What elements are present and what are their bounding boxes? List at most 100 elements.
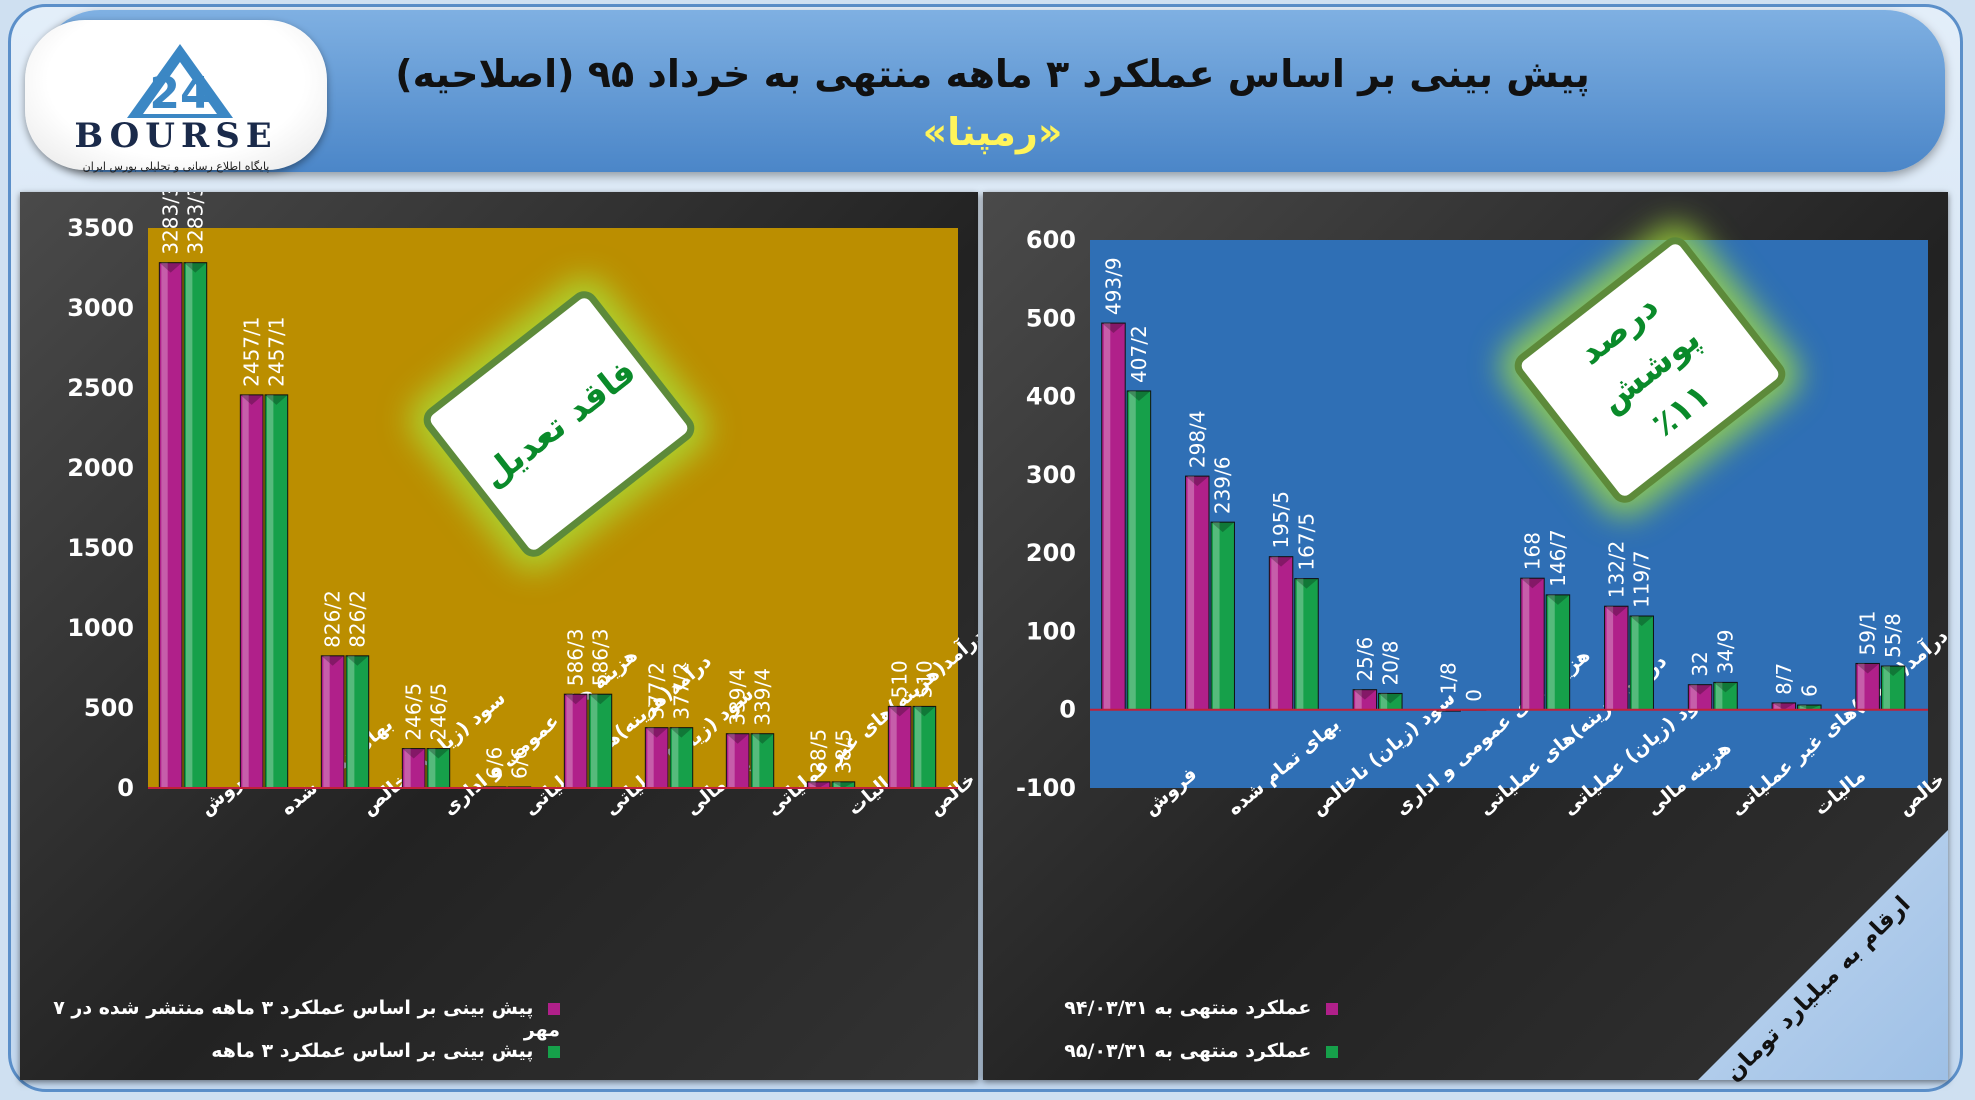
bar-series2-9 <box>912 705 937 789</box>
logo-wordmark: BOURSE <box>74 116 278 156</box>
left-legend-item-2: پیش بینی بر اساس عملکرد ۳ ماهه <box>211 1040 560 1062</box>
bar-series2-1 <box>264 394 289 789</box>
company-name: «رمپنا» <box>922 110 1063 154</box>
data-label: 493/9 <box>1101 257 1125 315</box>
bar-series2-1 <box>1210 521 1235 711</box>
data-label: 246/5 <box>426 683 450 741</box>
right-bar-chart: -1000100200300400500600493/9407/2فروش298… <box>1016 226 1975 820</box>
data-label: 3283/3 <box>159 192 183 255</box>
bar-series1-0 <box>158 262 183 789</box>
bar-series1-9 <box>1855 662 1880 711</box>
bar-series2-6 <box>669 727 694 789</box>
data-label: 586/3 <box>564 629 588 687</box>
data-label: 168 <box>1520 532 1544 570</box>
data-label: 59/1 <box>1856 611 1880 656</box>
data-label: 6 <box>1797 684 1821 697</box>
data-label: 2457/1 <box>264 316 288 386</box>
logo-tagline: پایگاه اطلاع رسانی و تحلیلی بورس ایران <box>82 160 270 173</box>
bourse24-logo: 24 BOURSE پایگاه اطلاع رسانی و تحلیلی بو… <box>25 20 327 173</box>
bar-series2-6 <box>1629 615 1654 711</box>
bar-series1-6 <box>644 727 669 789</box>
data-label: 826/2 <box>345 590 369 648</box>
data-label: 38/5 <box>807 729 831 774</box>
y-tick-label: 1500 <box>67 534 134 562</box>
data-label: 132/2 <box>1604 541 1628 599</box>
bar-series1-3 <box>401 748 426 789</box>
data-label: 377/2 <box>669 662 693 720</box>
header-banner: پیش بینی بر اساس عملکرد ۳ ماهه منتهی به … <box>40 10 1945 172</box>
bar-series2-5 <box>588 693 613 789</box>
left-chart-panel: 0 500 1000 1500 2000 2500 3000 3500 3283/3 3283/3… <box>20 184 1016 1080</box>
bar-series2-2 <box>345 655 370 789</box>
data-label: 20/8 <box>1378 641 1402 686</box>
bar-series1-3 <box>1352 689 1378 711</box>
data-label: 34/9 <box>1714 629 1738 674</box>
y-tick-label: 100 <box>1026 617 1076 645</box>
legend-label: پیش بینی بر اساس عملکرد ۳ ماهه منتشر شده… <box>53 997 560 1041</box>
bar-series1-1 <box>239 394 264 789</box>
y-tick-label: 1000 <box>67 614 134 642</box>
bar-series2-3 <box>1378 692 1403 711</box>
legend-swatch-series2 <box>1326 1045 1338 1058</box>
data-label: 407/2 <box>1127 325 1151 383</box>
data-label: 246/5 <box>402 683 426 741</box>
y-tick-label: 2500 <box>67 374 134 402</box>
data-label: -1/8 <box>1437 662 1461 701</box>
data-label: 6/6 <box>483 747 507 779</box>
bar-series1-0 <box>1101 322 1126 711</box>
bar-series1-7 <box>1687 684 1713 711</box>
y-tick-label: 0 <box>1059 696 1076 724</box>
legend-label: پیش بینی بر اساس عملکرد ۳ ماهه <box>211 1040 534 1062</box>
bar-series2-0 <box>1126 390 1152 711</box>
data-label: 3283/3 <box>183 192 207 255</box>
y-tick-label: 200 <box>1026 539 1076 567</box>
data-label: 586/3 <box>588 629 612 687</box>
left-legend-item-1: پیش بینی بر اساس عملکرد ۳ ماهه منتشر شده… <box>20 997 560 1041</box>
y-tick-label: 400 <box>1026 383 1076 411</box>
data-label: 510 <box>912 660 936 698</box>
data-label: 377/2 <box>645 662 669 720</box>
left-bar-chart: 0 500 1000 1500 2000 2500 3000 3500 3283/3 3283/3… <box>67 184 1016 820</box>
bar-series1-8 <box>1771 702 1797 711</box>
bar-series1-5 <box>563 693 588 789</box>
y-tick-label: 600 <box>1026 226 1076 254</box>
y-tick-label: 3000 <box>67 294 134 322</box>
data-label: 8/7 <box>1772 663 1796 695</box>
data-label: 55/8 <box>1881 613 1905 658</box>
bar-series1-6 <box>1604 605 1629 711</box>
data-label: 510 <box>888 660 912 698</box>
bar-series1-2 <box>320 655 345 789</box>
legend-label: عملکرد منتهی به ۹۵/۰۳/۳۱ <box>1064 1040 1312 1062</box>
data-label: 2457/1 <box>240 316 264 386</box>
data-label: 339/4 <box>726 668 750 726</box>
data-label: 167/5 <box>1295 513 1319 571</box>
bar-series1-7 <box>725 733 750 789</box>
data-label: 32 <box>1688 651 1712 676</box>
bar-series1-2 <box>1268 556 1294 711</box>
data-label: 298/4 <box>1185 410 1209 468</box>
data-label: 25/6 <box>1353 637 1377 682</box>
logo-mark-icon: 24 <box>127 44 233 119</box>
y-tick-label: -100 <box>1016 774 1076 802</box>
y-tick-label: 2000 <box>67 454 134 482</box>
data-label: 239/6 <box>1211 457 1235 515</box>
bar-series2-5 <box>1545 594 1571 711</box>
bar-series2-2 <box>1294 578 1319 711</box>
right-chart-panel: -100 0 100 200 300 400 500 600 493/9 407/2 فروش 298… <box>983 192 1975 1087</box>
right-legend-item-1: عملکرد منتهی به ۹۴/۰۳/۳۱ <box>1064 997 1338 1019</box>
no-adjustment-label: فاقد تعدیل <box>474 351 644 496</box>
data-label: 0 <box>1462 689 1486 702</box>
bar-series2-7 <box>1713 681 1738 711</box>
legend-swatch-series1 <box>548 1002 560 1015</box>
y-tick-label: 500 <box>84 694 134 722</box>
data-label: 119/7 <box>1630 550 1654 608</box>
data-label: 195/5 <box>1269 491 1293 549</box>
bar-series2-7 <box>750 733 775 789</box>
bar-series2-0 <box>183 262 208 789</box>
y-tick-label: 3500 <box>67 214 134 242</box>
legend-swatch-series2 <box>548 1045 560 1058</box>
bar-series1-9 <box>887 705 912 789</box>
logo-mark-text: 24 <box>149 68 210 119</box>
bar-series1-1 <box>1185 475 1210 711</box>
right-legend-item-2: عملکرد منتهی به ۹۵/۰۳/۳۱ <box>1064 1040 1338 1062</box>
